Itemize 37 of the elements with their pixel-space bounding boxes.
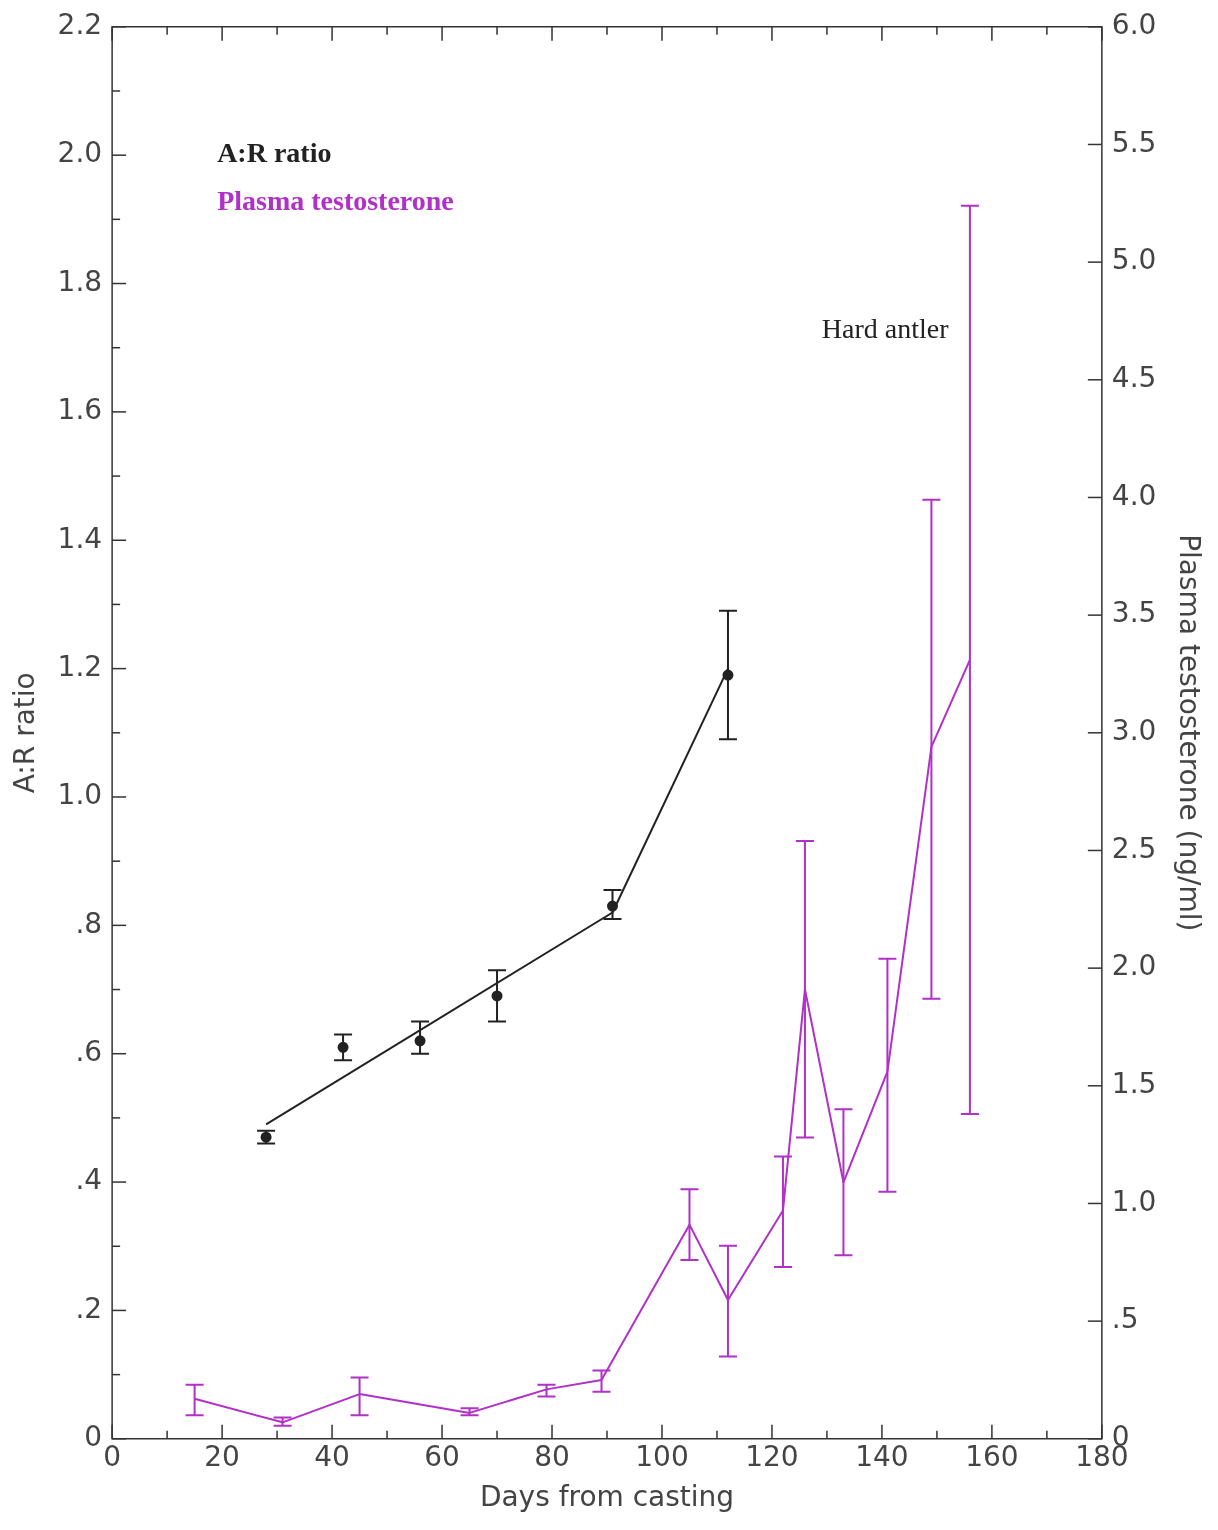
y-tick-label: 1.8 (57, 264, 103, 298)
y-tick-label: 1.4 (57, 521, 103, 555)
y-tick-label: 1.0 (57, 778, 103, 812)
text: A:R ratio (217, 137, 332, 169)
x-tick-label: 100 (635, 1439, 689, 1473)
x-tick-label: 20 (204, 1439, 240, 1473)
y-tick-label: 1.6 (57, 393, 103, 427)
y-tick-label: 2.2 (57, 8, 103, 42)
y2-tick-label: .5 (1111, 1302, 1139, 1336)
y2-tick-label: 3.0 (1111, 714, 1157, 748)
y-axis-title: A:R ratio (8, 672, 42, 794)
y2-tick-label: 2.5 (1111, 831, 1157, 865)
y2-tick-label: 4.0 (1111, 478, 1157, 512)
y2-tick-label: 2.0 (1111, 949, 1157, 983)
y2-axis-title: Plasma testosterone (ng/ml) (1172, 534, 1206, 932)
y-tick-label: .2 (75, 1291, 103, 1325)
y-tick-label: 2.0 (57, 136, 103, 170)
x-tick-label: 80 (534, 1439, 570, 1473)
x-tick-label: 40 (314, 1439, 350, 1473)
y2-tick-label: 6.0 (1111, 8, 1157, 42)
y-tick-label: 1.2 (57, 649, 103, 683)
x-tick-label: 160 (965, 1439, 1019, 1473)
y-tick-label: .8 (75, 906, 103, 940)
x-tick-label: 140 (855, 1439, 909, 1473)
x-tick-label: 120 (745, 1439, 799, 1473)
text: Plasma testosterone (217, 185, 454, 217)
y-tick-label: .4 (75, 1163, 103, 1197)
annotation: Hard antler (821, 312, 950, 344)
y2-tick-label: 1.0 (1111, 1184, 1157, 1218)
y2-tick-label: 3.5 (1111, 596, 1157, 630)
y2-tick-label: 1.5 (1111, 1067, 1157, 1101)
y-tick-label: .6 (75, 1034, 103, 1068)
x-tick-label: 60 (424, 1439, 460, 1473)
y2-tick-label: 5.0 (1111, 243, 1157, 277)
x-axis-title: Days from casting (479, 1480, 735, 1514)
y2-tick-label: 5.5 (1111, 125, 1157, 159)
y2-tick-label: 4.5 (1111, 361, 1157, 395)
